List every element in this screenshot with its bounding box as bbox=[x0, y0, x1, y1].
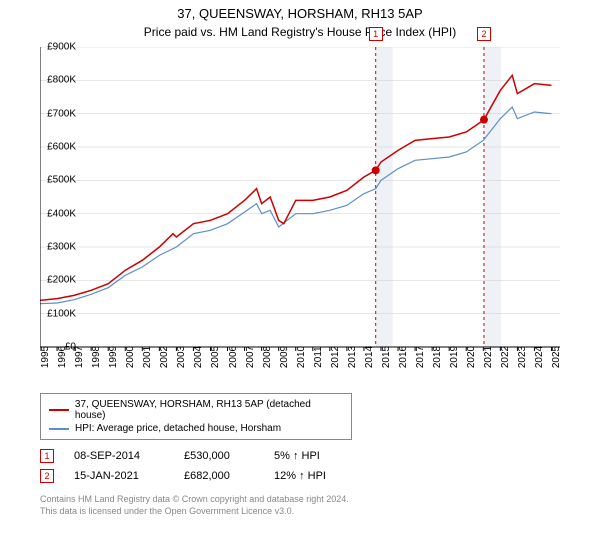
sale-row: 2 15-JAN-2021 £682,000 12% ↑ HPI bbox=[40, 466, 600, 486]
x-axis-label: 2017 bbox=[415, 346, 426, 368]
x-axis-label: 2003 bbox=[176, 346, 187, 368]
x-axis-label: 2022 bbox=[500, 346, 511, 368]
x-axis-label: 2009 bbox=[279, 346, 290, 368]
x-axis-label: 1997 bbox=[74, 346, 85, 368]
y-axis-label: £300K bbox=[47, 242, 76, 253]
x-axis-label: 2020 bbox=[466, 346, 477, 368]
y-axis-label: £200K bbox=[47, 275, 76, 286]
x-axis-label: 2001 bbox=[142, 346, 153, 368]
x-axis-label: 2023 bbox=[517, 346, 528, 368]
x-axis-label: 2010 bbox=[296, 346, 307, 368]
sale-date: 08-SEP-2014 bbox=[74, 450, 164, 462]
legend-label: HPI: Average price, detached house, Hors… bbox=[75, 423, 281, 434]
chart-svg bbox=[40, 47, 560, 387]
footer-line: Contains HM Land Registry data © Crown c… bbox=[40, 494, 600, 506]
x-axis-label: 2011 bbox=[313, 346, 324, 368]
y-axis-label: £800K bbox=[47, 75, 76, 86]
x-axis-label: 2012 bbox=[330, 346, 341, 368]
x-axis-label: 2004 bbox=[193, 346, 204, 368]
x-axis-label: 2014 bbox=[364, 346, 375, 368]
legend-swatch bbox=[49, 428, 69, 430]
y-axis-label: £600K bbox=[47, 142, 76, 153]
x-axis-label: 1998 bbox=[91, 346, 102, 368]
sale-row: 1 08-SEP-2014 £530,000 5% ↑ HPI bbox=[40, 446, 600, 466]
x-axis-label: 1999 bbox=[108, 346, 119, 368]
x-axis-label: 2021 bbox=[483, 346, 494, 368]
x-axis-label: 2008 bbox=[262, 346, 273, 368]
x-axis-label: 2025 bbox=[551, 346, 562, 368]
y-axis-label: £500K bbox=[47, 175, 76, 186]
x-axis-label: 2007 bbox=[245, 346, 256, 368]
price-chart: £0£100K£200K£300K£400K£500K£600K£700K£80… bbox=[40, 47, 600, 387]
sale-delta: 5% ↑ HPI bbox=[274, 450, 320, 462]
y-axis-label: £900K bbox=[47, 42, 76, 53]
x-axis-label: 2016 bbox=[398, 346, 409, 368]
x-axis-label: 2013 bbox=[347, 346, 358, 368]
x-axis-label: 2005 bbox=[210, 346, 221, 368]
event-marker: 1 bbox=[369, 27, 383, 41]
sale-date: 15-JAN-2021 bbox=[74, 470, 164, 482]
x-axis-label: 1996 bbox=[57, 346, 68, 368]
footer: Contains HM Land Registry data © Crown c… bbox=[40, 494, 600, 517]
sale-marker: 1 bbox=[40, 449, 54, 463]
legend: 37, QUEENSWAY, HORSHAM, RH13 5AP (detach… bbox=[40, 393, 352, 440]
sale-price: £682,000 bbox=[184, 470, 254, 482]
sales-table: 1 08-SEP-2014 £530,000 5% ↑ HPI 2 15-JAN-2021… bbox=[40, 446, 600, 486]
page-title: 37, QUEENSWAY, HORSHAM, RH13 5AP bbox=[0, 0, 600, 21]
footer-line: This data is licensed under the Open Gov… bbox=[40, 506, 600, 518]
legend-label: 37, QUEENSWAY, HORSHAM, RH13 5AP (detach… bbox=[75, 399, 343, 421]
legend-item: HPI: Average price, detached house, Hors… bbox=[49, 422, 343, 435]
x-axis-label: 2024 bbox=[534, 346, 545, 368]
sale-price: £530,000 bbox=[184, 450, 254, 462]
sale-delta: 12% ↑ HPI bbox=[274, 470, 326, 482]
x-axis-label: 2002 bbox=[159, 346, 170, 368]
x-axis-label: 2015 bbox=[381, 346, 392, 368]
x-axis-label: 1995 bbox=[40, 346, 51, 368]
y-axis-label: £100K bbox=[47, 308, 76, 319]
y-axis-label: £700K bbox=[47, 108, 76, 119]
x-axis-label: 2006 bbox=[228, 346, 239, 368]
legend-swatch bbox=[49, 409, 69, 411]
page-subtitle: Price paid vs. HM Land Registry's House … bbox=[0, 21, 600, 47]
event-marker: 2 bbox=[477, 27, 491, 41]
legend-item: 37, QUEENSWAY, HORSHAM, RH13 5AP (detach… bbox=[49, 398, 343, 422]
x-axis-label: 2019 bbox=[449, 346, 460, 368]
x-axis-label: 2000 bbox=[125, 346, 136, 368]
y-axis-label: £400K bbox=[47, 208, 76, 219]
x-axis-label: 2018 bbox=[432, 346, 443, 368]
sale-marker: 2 bbox=[40, 469, 54, 483]
